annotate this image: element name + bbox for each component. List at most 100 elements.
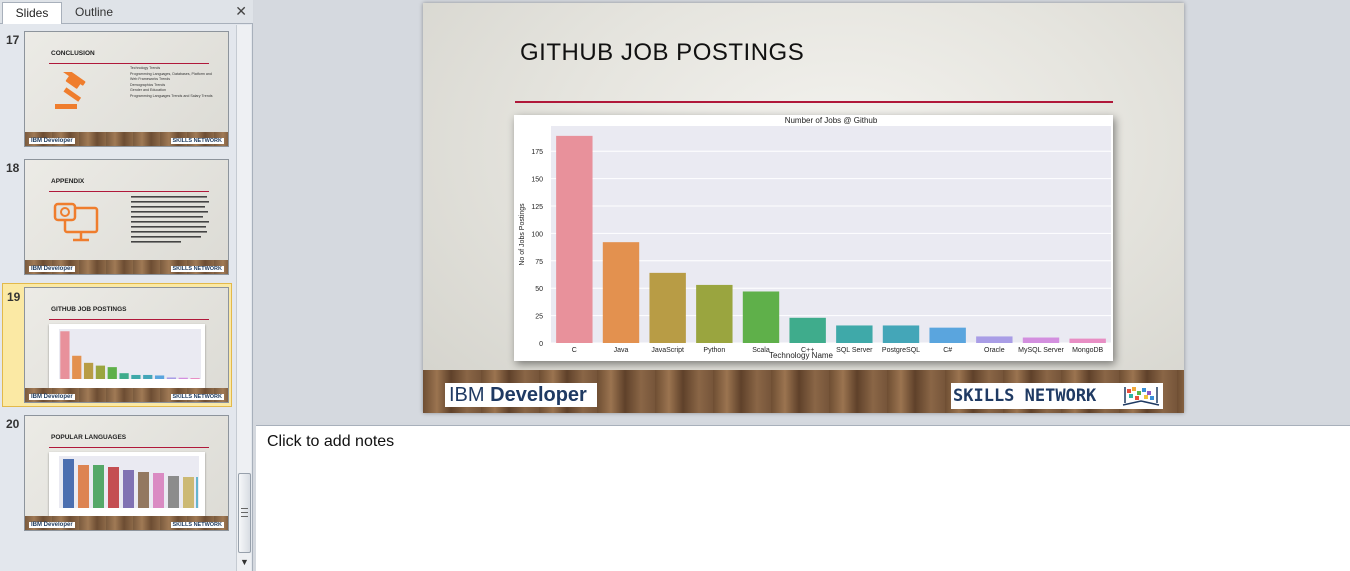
thumbnail-bar	[143, 374, 153, 379]
x-tick-label: C++	[801, 347, 814, 354]
bar-mysql-server	[1022, 337, 1060, 343]
thumbnail-title: GITHUB JOB POSTINGS	[51, 306, 127, 313]
bar-c-	[789, 317, 826, 343]
y-tick-label: 100	[531, 231, 543, 238]
thumbnail-bullet: Technology Trends	[130, 66, 161, 70]
slide-thumbnail-preview[interactable]: APPENDIX	[24, 159, 229, 275]
slide-thumbnail-list: 17 CONCLUSION Technology Trends Programm…	[0, 25, 236, 571]
x-tick-label: Java	[614, 347, 629, 354]
slide-thumbnail-preview[interactable]: GITHUB JOB POSTINGS IBM Developer SKILLS…	[24, 287, 229, 403]
thumbnail-bullets: Technology Trends Programming Languages,…	[130, 66, 220, 100]
grip-icon	[241, 508, 248, 517]
x-tick-label: MySQL Server	[1018, 347, 1064, 354]
x-axis-label: Technology Name	[769, 351, 834, 360]
scrollbar-thumb[interactable]	[238, 473, 251, 553]
slide-number: 18	[6, 161, 20, 175]
x-tick-label: Scala	[752, 347, 770, 354]
skills-network-logo: SKILLS NETWORK	[170, 138, 224, 144]
scroll-down-arrow-icon[interactable]: ▼	[240, 557, 249, 567]
thumbnail-bullet: Programming Languages, Databases, Platfo…	[130, 71, 212, 82]
slide-thumbnail-18[interactable]: 18 APPENDIX	[0, 155, 236, 281]
thumbnail-bullet: Demographics Trends	[130, 82, 166, 87]
slide-thumbnail-preview[interactable]: POPULAR LANGUAGES IBM De	[24, 415, 229, 531]
thumbnail-text-block	[131, 196, 209, 243]
y-tick-label: 0	[539, 341, 543, 348]
y-tick-label: 50	[535, 286, 543, 293]
x-tick-label: JavaScript	[651, 347, 684, 354]
thumbnail-title: CONCLUSION	[51, 50, 95, 57]
slide-thumbnail-20[interactable]: 20 POPULAR LANGUAGES	[0, 411, 236, 537]
ibm-developer-logo: IBM Developer	[29, 394, 75, 400]
notes-placeholder[interactable]: Click to add notes	[267, 433, 395, 450]
slide-thumbnail-17[interactable]: 17 CONCLUSION Technology Trends Programm…	[0, 27, 236, 153]
slide-thumbnail-19[interactable]: 19 GITHUB JOB POSTINGS IBM Developer SKI…	[2, 283, 232, 407]
slide-thumbnail-preview[interactable]: CONCLUSION Technology Trends Programming…	[24, 31, 229, 147]
thumbnail-bar	[166, 377, 177, 379]
thumbnail-plot-area	[59, 329, 201, 379]
bar-chart: 0 25 50 75 100 125 150 175 C Java JavaScript Python…	[519, 116, 1111, 360]
chart-image[interactable]: 0 25 50 75 100 125 150 175 C Java JavaScript Python…	[514, 115, 1113, 361]
thumbnail-title: POPULAR LANGUAGES	[51, 434, 127, 441]
ibm-developer-logo: IBM Developer	[29, 138, 75, 144]
thumbnail-bar	[131, 374, 141, 379]
thumbnail-bullet: Programming Languages Trends and Salary …	[130, 93, 213, 98]
skills-network-logo: SKILLS NETWORK	[951, 383, 1163, 409]
thumbnail-bar	[95, 365, 106, 379]
thumbnail-bar	[119, 373, 129, 379]
y-tick-label: 150	[531, 177, 543, 184]
title-rule	[49, 191, 209, 192]
pane-tab-bar: Slides Outline ✕	[0, 0, 253, 24]
ibm-developer-logo: IBM Developer	[29, 266, 75, 272]
slide-number: 20	[6, 417, 20, 431]
tab-slides[interactable]: Slides	[2, 2, 62, 24]
thumbnail-bar	[107, 367, 117, 379]
thumbnail-bar	[154, 375, 165, 379]
bar-scala	[742, 291, 780, 343]
x-tick-label: C	[572, 347, 577, 354]
thumbnail-bar	[178, 377, 188, 379]
bar-mongodb	[1069, 338, 1106, 343]
thumbnail-chart	[49, 324, 205, 388]
bar-postgresql	[882, 325, 920, 343]
close-icon[interactable]: ✕	[235, 3, 247, 19]
y-axis-label: No of Jobs Postings	[519, 203, 526, 266]
title-rule	[515, 101, 1113, 103]
slides-pane: Slides Outline ✕ 17 CONCLUSION Technolog…	[0, 0, 253, 571]
y-tick-label: 75	[535, 259, 543, 266]
open-book-icon	[1122, 387, 1160, 406]
slide-title[interactable]: GITHUB JOB POSTINGS	[520, 39, 805, 66]
thumbnail-bar	[72, 355, 82, 379]
plot-area	[551, 126, 1111, 343]
bar-sql-server	[836, 325, 873, 343]
x-tick-label: MongoDB	[1072, 347, 1103, 354]
bar-oracle	[976, 336, 1013, 343]
x-tick-label: SQL Server	[836, 347, 873, 354]
skills-network-logo: SKILLS NETWORK	[170, 266, 224, 272]
gavel-icon	[55, 72, 86, 109]
y-tick-label: 175	[531, 149, 543, 156]
thumbnail-bullet: Gender and Education	[130, 88, 166, 93]
computer-camera-icon	[53, 202, 99, 242]
skills-network-logo: SKILLS NETWORK	[170, 522, 224, 528]
x-tick-label: PostgreSQL	[882, 347, 920, 354]
x-tick-label: Oracle	[984, 347, 1005, 354]
chart-title: Number of Jobs @ Github	[785, 116, 878, 125]
slide-number: 19	[7, 290, 21, 304]
notes-pane[interactable]: Click to add notes	[256, 425, 1350, 571]
thumbnail-chart	[49, 452, 205, 516]
tab-outline[interactable]: Outline	[74, 5, 114, 19]
title-rule	[49, 63, 209, 64]
slide-editing-area: GITHUB JOB POSTINGS 0 25 50 75 100 125 150 175 C…	[254, 0, 1350, 422]
thumbnail-scrollbar[interactable]: ▼	[236, 25, 251, 571]
bar-c	[556, 135, 593, 343]
y-tick-label: 25	[535, 314, 543, 321]
x-tick-label: C#	[943, 347, 952, 354]
skills-network-logo: SKILLS NETWORK	[170, 394, 224, 400]
y-tick-label: 125	[531, 204, 543, 211]
bar-java	[602, 242, 640, 343]
thumbnail-title: APPENDIX	[51, 178, 85, 185]
bar-c-	[929, 327, 966, 343]
bar-python	[696, 284, 733, 343]
slide-canvas[interactable]: GITHUB JOB POSTINGS 0 25 50 75 100 125 150 175 C…	[423, 3, 1184, 413]
ibm-developer-logo: IBM Developer	[445, 383, 597, 407]
